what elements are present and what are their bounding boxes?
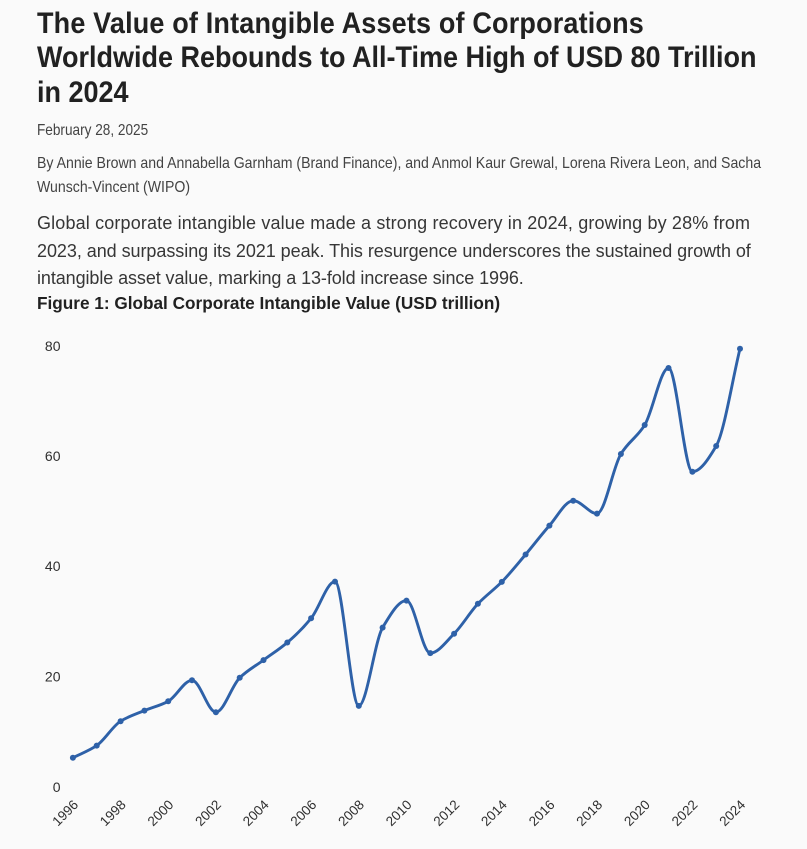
svg-text:1996: 1996	[49, 797, 81, 829]
svg-text:1998: 1998	[97, 797, 129, 829]
svg-text:2024: 2024	[716, 797, 748, 829]
svg-text:2016: 2016	[526, 797, 558, 829]
svg-text:2022: 2022	[669, 797, 701, 829]
svg-text:0: 0	[53, 779, 61, 795]
svg-text:2008: 2008	[335, 797, 367, 829]
svg-text:2006: 2006	[288, 797, 320, 829]
svg-text:2004: 2004	[240, 797, 272, 829]
svg-text:40: 40	[45, 558, 61, 574]
svg-text:2002: 2002	[192, 797, 224, 829]
svg-text:2014: 2014	[478, 797, 510, 829]
svg-text:2010: 2010	[383, 797, 415, 829]
svg-text:2018: 2018	[573, 797, 605, 829]
svg-text:2020: 2020	[621, 797, 653, 829]
svg-text:80: 80	[45, 338, 61, 354]
svg-text:60: 60	[45, 448, 61, 464]
svg-text:2000: 2000	[145, 797, 177, 829]
svg-text:20: 20	[45, 669, 61, 685]
svg-text:2012: 2012	[431, 797, 463, 829]
